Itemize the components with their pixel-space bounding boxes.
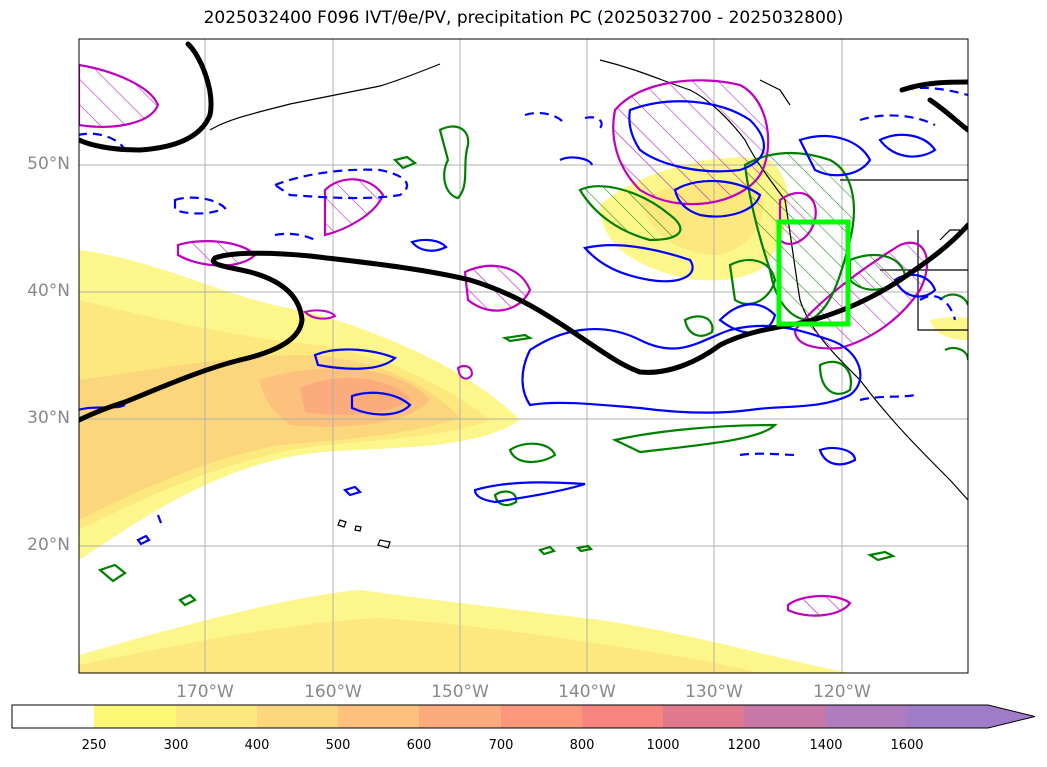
colorbar-segment-7 — [582, 705, 663, 728]
lon-label-170w: 170°W — [176, 682, 234, 702]
lat-label-50n: 50°N — [27, 154, 70, 174]
colorbar-outline — [11, 704, 1036, 729]
colorbar-tick-400: 400 — [244, 738, 270, 753]
region-box — [776, 219, 851, 327]
map-frame — [78, 38, 969, 674]
colorbar-tick-600: 600 — [406, 738, 432, 753]
blue-contours — [79, 100, 937, 546]
colorbar-tick-250: 250 — [81, 738, 107, 753]
lat-label-40n: 40°N — [27, 281, 70, 301]
colorbar-segment-4 — [338, 705, 419, 728]
colorbar-segment-8 — [663, 705, 744, 728]
blue-dashed-contours — [79, 86, 968, 457]
colorbar-segment-0 — [12, 705, 94, 728]
colorbar-segment-5 — [419, 705, 501, 728]
colorbar — [11, 704, 1036, 729]
colorbar-extension-arrow — [907, 705, 1035, 728]
lat-label-20n: 20°N — [27, 535, 70, 555]
colorbar-tick-500: 500 — [325, 738, 351, 753]
lon-label-120w: 120°W — [813, 682, 871, 702]
lon-label-130w: 130°W — [685, 682, 743, 702]
colorbar-segment-3 — [257, 705, 338, 728]
colorbar-tick-1000: 1000 — [646, 738, 680, 753]
lon-label-160w: 160°W — [304, 682, 362, 702]
lat-label-30n: 30°N — [27, 408, 70, 428]
lon-label-140w: 140°W — [558, 682, 616, 702]
colorbar-tick-700: 700 — [488, 738, 514, 753]
colorbar-segment-1 — [94, 705, 176, 728]
colorbar-segment-10 — [826, 705, 907, 728]
colorbar-tick-1400: 1400 — [809, 738, 843, 753]
green-contours — [97, 125, 968, 607]
map-title: 2025032400 F096 IVT/θe/PV, precipitation… — [203, 8, 844, 28]
colorbar-segment-2 — [176, 705, 257, 728]
lon-label-150w: 150°W — [431, 682, 489, 702]
colorbar-segment-9 — [744, 705, 826, 728]
colorbar-segment-6 — [501, 705, 582, 728]
colorbar-tick-1600: 1600 — [890, 738, 924, 753]
colorbar-tick-300: 300 — [163, 738, 189, 753]
colorbar-tick-1200: 1200 — [727, 738, 761, 753]
colorbar-tick-800: 800 — [569, 738, 595, 753]
